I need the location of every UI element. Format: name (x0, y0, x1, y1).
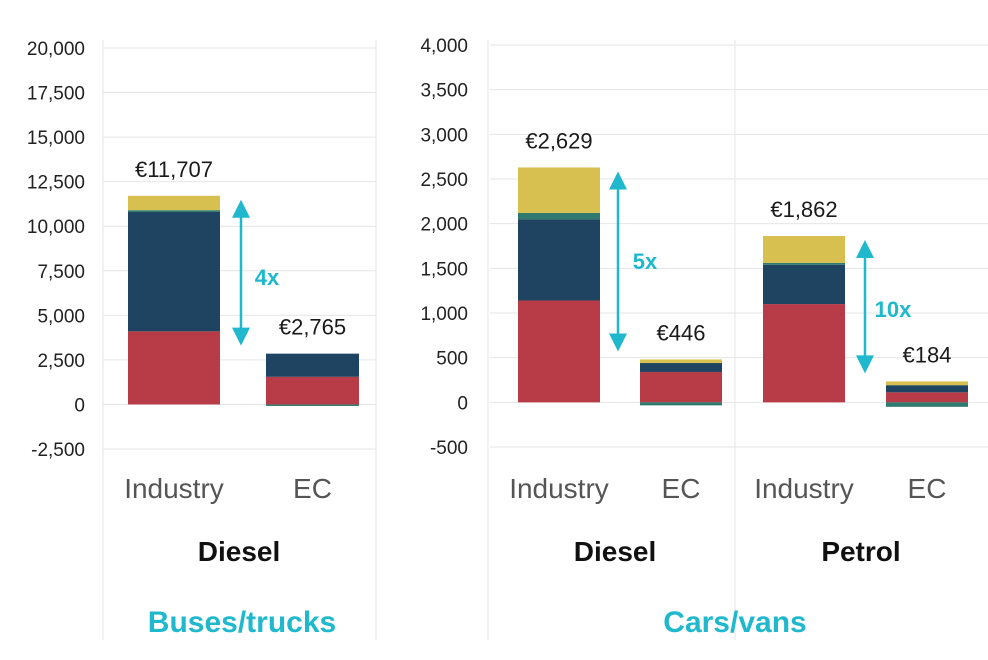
y-tick-label: 15,000 (27, 128, 85, 149)
y-tick-label: 17,500 (27, 84, 85, 105)
panel-title-buses-trucks: Buses/trucks (148, 606, 336, 639)
total-label: €184 (903, 342, 952, 367)
arrow-up-icon (609, 171, 627, 190)
bar-segment-teal (518, 212, 600, 220)
bar-segment-yellow (763, 235, 845, 263)
y-tick-label: 20,000 (27, 39, 85, 60)
bar-segment-teal (886, 402, 968, 407)
group-label-petrol: Petrol (821, 536, 900, 567)
category-label: EC (908, 473, 947, 504)
y-tick-label: 1,500 (420, 259, 468, 280)
total-label: €2,629 (525, 128, 592, 153)
total-label: €2,765 (279, 315, 346, 340)
y-tick-label: 0 (457, 393, 468, 414)
group-label-diesel: Diesel (574, 536, 657, 567)
bar-segment-navy (128, 211, 220, 332)
y-tick-label: -2,500 (31, 440, 85, 461)
bar-segment-navy (518, 219, 600, 301)
y-tick-label: 5,000 (37, 306, 85, 327)
bar-segment-teal (640, 402, 722, 406)
bar-segment-yellow (128, 195, 220, 211)
arrow-up-icon (232, 199, 250, 218)
arrow-up-icon (856, 239, 874, 258)
multiplier-label: 4x (255, 265, 280, 290)
bar-segment-navy (763, 264, 845, 305)
bar-segment-red (518, 300, 600, 403)
bar-segment-red (886, 392, 968, 403)
bar-segment-yellow (640, 359, 722, 364)
bar-segment-teal (266, 404, 359, 406)
bar-segment-navy (266, 353, 359, 377)
bar-segment-red (640, 371, 722, 403)
bar-segment-teal (128, 210, 220, 212)
bar-segment-red (266, 376, 359, 405)
y-tick-label: 12,500 (27, 173, 85, 194)
bar-segment-teal (763, 262, 845, 265)
bar-segment-red (763, 304, 845, 403)
y-tick-label: 4,000 (420, 36, 468, 57)
multiplier-label: 5x (633, 249, 658, 274)
category-label: Industry (509, 473, 609, 504)
category-label: Industry (754, 473, 854, 504)
bar-segment-navy (640, 363, 722, 372)
arrow-down-icon (609, 333, 627, 352)
group-label-diesel: Diesel (198, 536, 281, 567)
y-tick-label: 2,000 (420, 215, 468, 236)
y-tick-label: 2,500 (420, 170, 468, 191)
y-tick-label: 2,500 (37, 351, 85, 372)
bar-segment-navy (886, 385, 968, 393)
arrow-down-icon (232, 327, 250, 346)
category-label: EC (662, 473, 701, 504)
arrow-down-icon (856, 355, 874, 374)
y-tick-label: -500 (430, 438, 468, 459)
y-tick-label: 500 (436, 349, 468, 370)
buses-trucks-panel: -2,500 0 2,500 5,000 7,500 10,000 12,500 15,000… (27, 39, 377, 640)
cars-vans-panel: -500 0 500 1,000 1,500 2,000 2,500 3,000 3,500 4,… (420, 36, 988, 640)
bar-segment-red (128, 331, 220, 405)
y-tick-label: 1,000 (420, 304, 468, 325)
total-label: €11,707 (135, 157, 213, 182)
y-tick-label: 7,500 (37, 262, 85, 283)
category-label: EC (293, 473, 332, 504)
total-label: €446 (657, 320, 706, 345)
bar-segment-yellow (518, 167, 600, 213)
category-label: Industry (124, 473, 224, 504)
total-label: €1,862 (770, 197, 837, 222)
y-tick-label: 10,000 (27, 217, 85, 238)
bar-segment-yellow (886, 381, 968, 386)
y-tick-label: 3,000 (420, 125, 468, 146)
y-tick-label: 0 (74, 395, 85, 416)
panel-title-cars-vans: Cars/vans (663, 606, 806, 639)
y-tick-label: 3,500 (420, 81, 468, 102)
multiplier-label: 10x (875, 297, 912, 322)
